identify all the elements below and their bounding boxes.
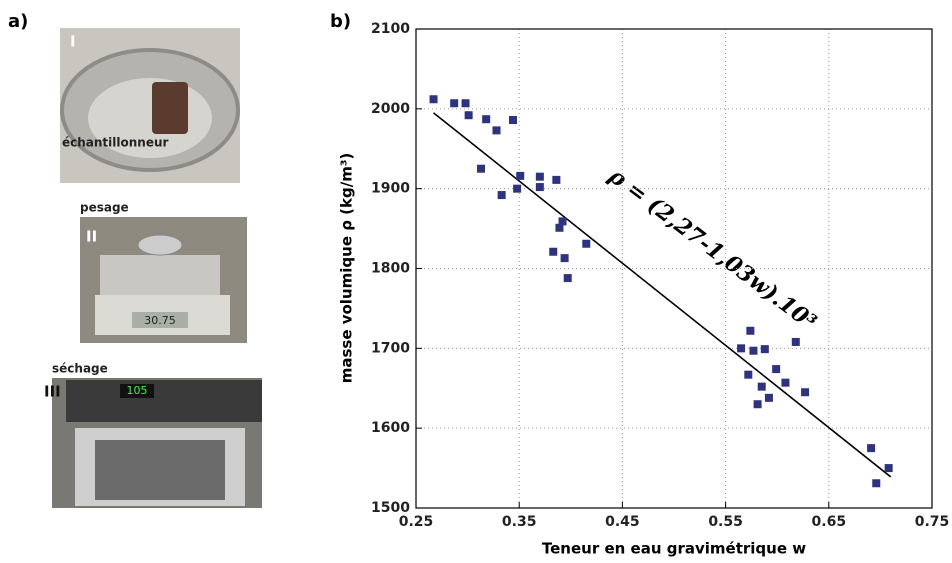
sampler — [152, 82, 188, 134]
point — [560, 254, 569, 263]
point — [492, 126, 501, 135]
y-tick-label: 1600 — [371, 420, 410, 436]
pan — [137, 234, 183, 256]
point — [509, 116, 518, 125]
x-tick-label: 0.25 — [399, 514, 434, 530]
y-axis-label: masse volumique ρ (kg/m³) — [338, 153, 356, 384]
point — [781, 378, 790, 387]
photo-caption: échantillonneur — [62, 136, 169, 150]
point — [549, 247, 558, 256]
point — [749, 346, 758, 355]
point — [757, 382, 766, 391]
point — [760, 345, 769, 354]
oven-panel — [66, 380, 262, 422]
point — [563, 274, 572, 283]
y-tick-label: 1500 — [371, 500, 410, 516]
x-axis-label: Teneur en eau gravimétrique w — [542, 540, 806, 558]
point — [801, 388, 810, 397]
point — [764, 393, 773, 402]
panel-label: b) — [330, 11, 351, 32]
point — [535, 172, 544, 181]
point — [737, 344, 746, 353]
point — [582, 239, 591, 248]
photo-label: I — [70, 33, 76, 51]
scale — [100, 255, 220, 295]
y-tick-label: 2000 — [371, 101, 410, 117]
x-tick-label: 0.75 — [915, 514, 950, 530]
plot-frame — [415, 28, 933, 509]
point — [867, 444, 876, 453]
point — [461, 99, 470, 108]
fit-line — [433, 112, 892, 478]
point — [429, 95, 438, 104]
y-tick-label: 1800 — [371, 261, 410, 277]
point — [464, 111, 473, 120]
point — [555, 223, 564, 232]
x-tick-label: 0.65 — [812, 514, 847, 530]
point — [746, 326, 755, 335]
display-text: 30.75 — [144, 314, 176, 327]
y-tick-label: 1900 — [371, 181, 410, 197]
point — [872, 479, 881, 488]
point — [791, 337, 800, 346]
point — [884, 464, 893, 473]
x-tick-label: 0.35 — [502, 514, 537, 530]
point — [744, 370, 753, 379]
photo-label: II — [86, 228, 97, 246]
display — [120, 384, 154, 398]
photo-label: III — [44, 383, 61, 401]
point — [450, 99, 459, 108]
display — [132, 312, 188, 328]
point — [535, 183, 544, 192]
point — [558, 217, 567, 226]
point — [516, 171, 525, 180]
point — [552, 175, 561, 184]
point — [753, 400, 762, 409]
point — [772, 365, 781, 374]
x-tick-label: 0.55 — [708, 514, 743, 530]
oven-inside — [95, 440, 225, 500]
y-tick-label: 1700 — [371, 340, 410, 356]
display-text: 105 — [127, 384, 148, 397]
photo-caption: séchage — [52, 362, 108, 376]
point — [477, 164, 486, 173]
x-tick-label: 0.45 — [605, 514, 640, 530]
y-tick-label: 2100 — [371, 21, 410, 37]
point — [482, 115, 491, 124]
panel-label: a) — [8, 11, 28, 32]
photo-caption: pesage — [80, 201, 129, 215]
point — [513, 184, 522, 193]
point — [497, 191, 506, 200]
